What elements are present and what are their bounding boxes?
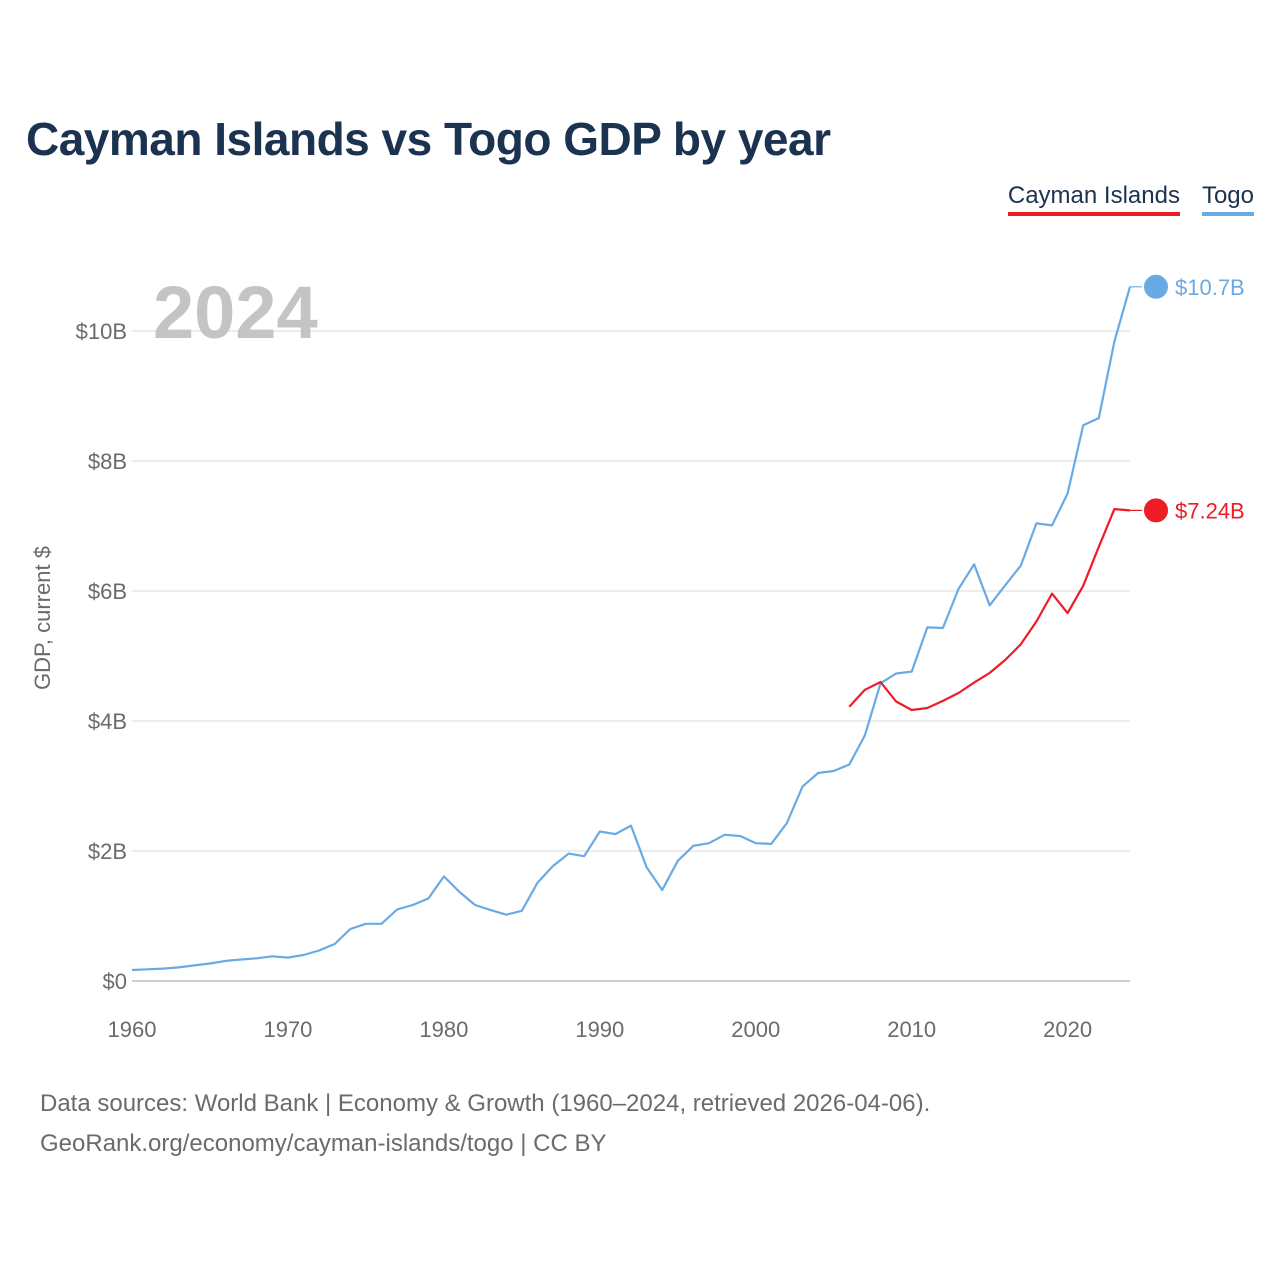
x-axis-ticks: 1960 1970 1980 1990 2000 2010 2020 bbox=[108, 1017, 1093, 1042]
series-line-cayman-islands bbox=[848, 508, 1131, 712]
x-tick-label: 1960 bbox=[108, 1017, 157, 1042]
legend-swatch-cayman-islands bbox=[1007, 212, 1180, 216]
x-tick-label: 1990 bbox=[575, 1017, 624, 1042]
series-line-togo bbox=[131, 286, 1132, 972]
x-tick-label: 1970 bbox=[263, 1017, 312, 1042]
y-axis-label: GDP, current $ bbox=[30, 546, 55, 690]
source-line-1: Data sources: World Bank | Economy & Gro… bbox=[40, 1090, 931, 1117]
source-note: Data sources: World Bank | Economy & Gro… bbox=[40, 1084, 930, 1164]
legend-item-cayman-islands[interactable]: Cayman Islands bbox=[1007, 182, 1180, 216]
source-line-2[interactable]: GeoRank.org/economy/cayman-islands/togo … bbox=[40, 1130, 607, 1157]
legend: Cayman Islands Togo bbox=[1007, 182, 1254, 216]
end-value-label-cayman-islands: $7.24B bbox=[1175, 498, 1245, 523]
chart-title: Cayman Islands vs Togo GDP by year bbox=[26, 113, 831, 165]
series-end-labels: $10.7B $7.24B bbox=[1130, 272, 1245, 525]
end-value-label-togo: $10.7B bbox=[1175, 275, 1245, 300]
legend-label-cayman-islands: Cayman Islands bbox=[1007, 182, 1180, 209]
y-tick-label: $4B bbox=[88, 709, 127, 734]
y-tick-label: $6B bbox=[88, 579, 127, 604]
y-tick-label: $8B bbox=[88, 449, 127, 474]
legend-item-togo[interactable]: Togo bbox=[1201, 182, 1254, 216]
x-tick-label: 2000 bbox=[731, 1017, 780, 1042]
legend-swatch-togo bbox=[1201, 212, 1254, 216]
y-tick-label: $0 bbox=[103, 969, 127, 994]
y-tick-label: $2B bbox=[88, 839, 127, 864]
flag-marker-togo bbox=[1142, 272, 1170, 301]
gridlines bbox=[132, 330, 1130, 982]
year-watermark: 2024 bbox=[153, 271, 318, 354]
series-lines bbox=[131, 286, 1132, 972]
y-tick-label: $10B bbox=[76, 319, 127, 344]
legend-label-togo: Togo bbox=[1201, 182, 1254, 209]
x-tick-label: 2010 bbox=[887, 1017, 936, 1042]
y-axis-ticks: $0 $2B $4B $6B $8B $10B bbox=[76, 319, 127, 994]
flag-marker-cayman-islands bbox=[1142, 496, 1170, 525]
x-tick-label: 1980 bbox=[419, 1017, 468, 1042]
x-tick-label: 2020 bbox=[1043, 1017, 1092, 1042]
